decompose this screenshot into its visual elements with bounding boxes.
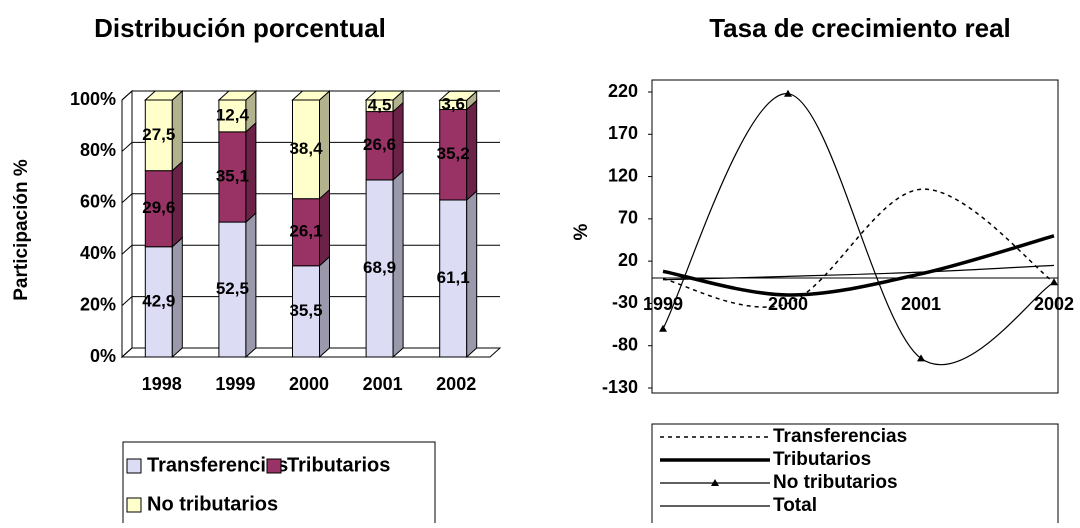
y-tick-label: 40%	[80, 243, 116, 263]
bar-side-shade	[319, 91, 330, 199]
bar-side-shade	[172, 91, 183, 171]
data-label: 38,4	[289, 139, 323, 158]
bar-top	[364, 90, 405, 101]
data-label: 12,4	[216, 105, 250, 124]
y-tick-label: 220	[608, 81, 638, 101]
bar-side-shade	[245, 122, 256, 223]
x-tick-label: 1999	[643, 294, 683, 314]
bar-side-shade	[466, 91, 477, 110]
x-tick-label: 1998	[142, 374, 182, 394]
data-label: 68,9	[363, 258, 396, 277]
series-line	[662, 188, 1055, 308]
bar-side-shade	[393, 170, 404, 357]
y-tick-label: 120	[608, 165, 638, 185]
legend-label: Transferencias	[773, 426, 907, 447]
y-tick-label: 170	[608, 123, 638, 143]
y-tick-label: 0%	[90, 346, 116, 366]
data-label: 42,9	[142, 291, 175, 310]
data-label: 29,6	[142, 198, 175, 217]
bar-side-shade	[172, 161, 183, 247]
legend-swatch	[126, 458, 142, 474]
data-label: 61,1	[437, 268, 470, 287]
y-tick-label: 100%	[70, 89, 116, 109]
data-label: 4,5	[368, 95, 392, 114]
marker	[784, 89, 792, 97]
bar-segment	[292, 198, 320, 267]
chart-title: Distribución porcentual	[94, 13, 386, 43]
bar-side-shade	[245, 213, 256, 357]
bar-top	[217, 90, 258, 101]
data-label: 26,6	[363, 135, 396, 154]
series-line	[662, 93, 1055, 366]
y-tick-label: -130	[602, 377, 638, 397]
legend-box	[122, 441, 436, 528]
bar-segment	[439, 199, 468, 358]
legend-box	[651, 423, 1059, 528]
x-tick-label: 2001	[363, 374, 403, 394]
bar-top	[291, 90, 331, 101]
x-tick-label: 2002	[1034, 294, 1074, 314]
bar-side-shade	[319, 189, 330, 266]
bar-side-shade	[245, 91, 256, 132]
bar-segment	[218, 99, 247, 133]
bar-segment	[439, 109, 468, 201]
bar-side-shade	[393, 91, 404, 112]
bar-side-shade	[393, 102, 404, 180]
bar-top	[143, 90, 184, 101]
data-label: 35,1	[216, 166, 249, 185]
marker	[659, 324, 667, 332]
legend-marker	[711, 479, 719, 486]
data-label: 35,2	[437, 144, 470, 163]
legend-label: Total	[773, 495, 817, 516]
legend-label: Tributarios	[773, 449, 871, 470]
legend-label: No tributarios	[773, 472, 898, 493]
bar-side-shade	[466, 190, 477, 357]
legend-label: No tributarios	[147, 493, 278, 515]
y-tick-label: 20	[618, 250, 638, 270]
y-axis-label: Participación %	[11, 159, 32, 301]
data-label: 26,1	[289, 222, 322, 241]
y-tick-label: -30	[612, 292, 638, 312]
marker	[917, 354, 925, 362]
chart-title: Tasa de crecimiento real	[709, 13, 1011, 43]
data-label: 35,5	[289, 301, 322, 320]
bar-side-shade	[319, 256, 330, 357]
bar-top	[438, 90, 479, 101]
y-axis-label: %	[571, 223, 592, 240]
back-wall	[121, 89, 133, 359]
plot-box	[651, 79, 1059, 394]
series-line	[662, 264, 1055, 281]
data-label: 27,5	[142, 125, 175, 144]
x-tick-label: 2000	[289, 374, 329, 394]
legend-label: Tributarios	[287, 454, 390, 476]
y-tick-label: 20%	[80, 294, 116, 314]
x-tick-label: 2001	[901, 294, 941, 314]
y-tick-label: 80%	[80, 140, 116, 160]
y-tick-label: -80	[612, 334, 638, 354]
x-tick-label: 2002	[436, 374, 476, 394]
legend-swatch	[126, 497, 142, 513]
marker	[1050, 278, 1058, 286]
bar-side-shade	[172, 237, 183, 357]
bar-segment	[365, 111, 394, 181]
y-tick-label: 70	[618, 208, 638, 228]
y-tick-label: 60%	[80, 192, 116, 212]
bar-segment	[218, 221, 247, 358]
data-label: 3,6	[441, 94, 465, 113]
legend-swatch	[266, 458, 282, 474]
series-line	[662, 234, 1055, 297]
bar-segment	[292, 265, 320, 358]
legend-label: Transferencias	[147, 454, 288, 476]
bar-segment	[365, 179, 394, 358]
x-tick-label: 1999	[215, 374, 255, 394]
data-label: 52,5	[216, 279, 249, 298]
bar-side-shade	[466, 100, 477, 200]
